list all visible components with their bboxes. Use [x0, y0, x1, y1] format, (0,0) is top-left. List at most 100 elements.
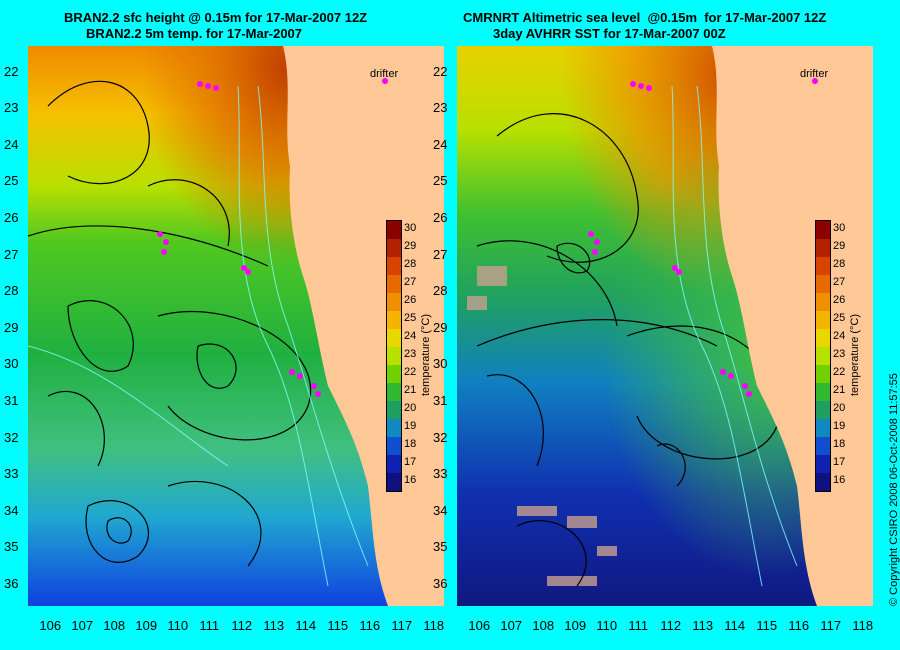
colorbar-swatch — [387, 221, 401, 239]
longitude-tick-label: 109 — [135, 618, 158, 633]
left-panel-title: BRAN2.2 sfc height @ 0.15m for 17-Mar-20… — [64, 10, 368, 25]
longitude-tick-label: 111 — [199, 618, 220, 633]
colorbar-swatch — [387, 329, 401, 347]
drifter-tracks — [588, 78, 818, 397]
colorbar-swatch — [816, 311, 830, 329]
colorbar-swatch — [387, 401, 401, 419]
left-panel-subtitle: BRAN2.2 5m temp. for 17-Mar-2007 — [86, 26, 303, 41]
longitude-tick-label: 116 — [359, 618, 381, 633]
colorbar-swatch — [387, 437, 401, 455]
latitude-tick-label: 27 — [433, 246, 448, 262]
latitude-tick-label: 29 — [4, 319, 19, 335]
latitude-tick-label: 32 — [4, 429, 19, 445]
colorbar-swatch — [816, 239, 830, 257]
colorbar-tick-label: 22 — [404, 366, 417, 378]
colorbar-swatch — [387, 311, 401, 329]
longitude-tick-label: 118 — [423, 618, 445, 633]
colorbar-tick-label: 29 — [833, 240, 846, 252]
right-panel-subtitle: 3day AVHRR SST for 17-Mar-2007 00Z — [493, 26, 726, 41]
longitude-tick-label: 114 — [295, 618, 317, 633]
colorbar-tick-label: 22 — [833, 366, 846, 378]
longitude-tick-label: 113 — [692, 618, 714, 633]
latitude-tick-label: 22 — [433, 63, 448, 79]
longitude-tick-label: 107 — [71, 618, 94, 633]
latitude-tick-label: 23 — [433, 100, 448, 116]
colorbar-tick-label: 29 — [404, 240, 417, 252]
drifter-label: drifter — [800, 68, 829, 80]
colorbar-swatch — [387, 473, 401, 491]
colorbar-label: temperature (°C) — [849, 313, 861, 396]
left-map-panel[interactable]: drifter 30 29 28 27 26 25 24 23 22 21 20 19 18 17 16 t… — [28, 46, 444, 606]
colorbar-swatch — [816, 401, 830, 419]
cloud-mask — [467, 266, 617, 586]
latitude-tick-label: 26 — [4, 210, 19, 226]
bathymetry-contours — [28, 85, 369, 587]
longitude-tick-label: 117 — [820, 618, 842, 633]
latitude-tick-label: 30 — [433, 356, 448, 372]
longitude-tick-label: 106 — [39, 618, 62, 633]
colorbar-tick-label: 17 — [833, 456, 846, 468]
colorbar-tick-label: 17 — [404, 456, 417, 468]
longitude-tick-label: 110 — [596, 618, 618, 633]
colorbar-swatch — [387, 239, 401, 257]
colorbar-tick-label: 18 — [404, 438, 417, 450]
bathymetry-contours — [671, 85, 798, 587]
drifter-tracks — [157, 78, 388, 397]
drifter-label: drifter — [370, 68, 399, 80]
latitude-tick-label: 26 — [433, 210, 448, 226]
colorbar-tick-labels: 30 29 28 27 26 25 24 23 22 21 20 19 18 17 16 — [833, 220, 863, 490]
latitude-tick-label: 33 — [4, 466, 19, 482]
longitude-tick-label: 112 — [660, 618, 682, 633]
latitude-tick-label: 23 — [4, 100, 19, 116]
sea-level-contours — [28, 80, 311, 567]
colorbar-swatch — [816, 365, 830, 383]
latitude-tick-label: 34 — [4, 502, 19, 518]
colorbar-tick-label: 23 — [833, 348, 846, 360]
colorbar-tick-label: 30 — [833, 222, 846, 234]
colorbar-swatch — [387, 365, 401, 383]
colorbar-tick-labels: 30 29 28 27 26 25 24 23 22 21 20 19 18 17 16 — [404, 220, 434, 490]
colorbar — [386, 220, 402, 492]
colorbar-tick-label: 19 — [404, 420, 417, 432]
latitude-tick-label: 31 — [433, 393, 448, 409]
colorbar-tick-label: 20 — [833, 402, 846, 414]
colorbar-swatch — [816, 347, 830, 365]
colorbar-tick-label: 21 — [833, 384, 846, 396]
latitude-tick-label: 22 — [4, 63, 19, 79]
longitude-tick-label: 115 — [327, 618, 349, 633]
latitude-tick-label: 34 — [433, 502, 448, 518]
latitude-tick-label: 25 — [433, 173, 448, 189]
colorbar-swatch — [816, 221, 830, 239]
latitude-tick-label: 36 — [4, 576, 19, 592]
colorbar-swatch — [816, 473, 830, 491]
colorbar-tick-label: 16 — [833, 474, 846, 486]
colorbar-tick-label: 21 — [404, 384, 417, 396]
colorbar-tick-label: 20 — [404, 402, 417, 414]
colorbar — [815, 220, 831, 492]
colorbar-tick-label: 30 — [404, 222, 417, 234]
latitude-tick-label: 35 — [4, 539, 19, 555]
longitude-tick-label: 109 — [564, 618, 587, 633]
colorbar-swatch — [387, 257, 401, 275]
colorbar-tick-label: 27 — [404, 276, 417, 288]
right-map-panel[interactable]: drifter 30 29 28 27 26 25 24 23 22 21 20 19 18 17 16 t… — [457, 46, 873, 606]
colorbar-tick-label: 23 — [404, 348, 417, 360]
colorbar-swatch — [816, 293, 830, 311]
colorbar-tick-label: 28 — [833, 258, 846, 270]
colorbar-label: temperature (°C) — [420, 313, 432, 396]
colorbar-tick-label: 25 — [404, 312, 417, 324]
colorbar-swatch — [387, 293, 401, 311]
latitude-tick-label: 31 — [4, 393, 19, 409]
longitude-tick-label: 111 — [628, 618, 649, 633]
right-panel-title: CMRNRT Altimetric sea level @0.15m for 1… — [463, 10, 827, 25]
longitude-tick-label: 114 — [724, 618, 746, 633]
latitude-tick-label: 29 — [433, 319, 448, 335]
latitude-tick-label: 24 — [4, 136, 19, 152]
colorbar-swatch — [816, 419, 830, 437]
colorbar-tick-label: 19 — [833, 420, 846, 432]
colorbar-tick-label: 18 — [833, 438, 846, 450]
colorbar-swatch — [816, 275, 830, 293]
colorbar-swatch — [816, 455, 830, 473]
colorbar-tick-label: 27 — [833, 276, 846, 288]
colorbar-swatch — [387, 275, 401, 293]
